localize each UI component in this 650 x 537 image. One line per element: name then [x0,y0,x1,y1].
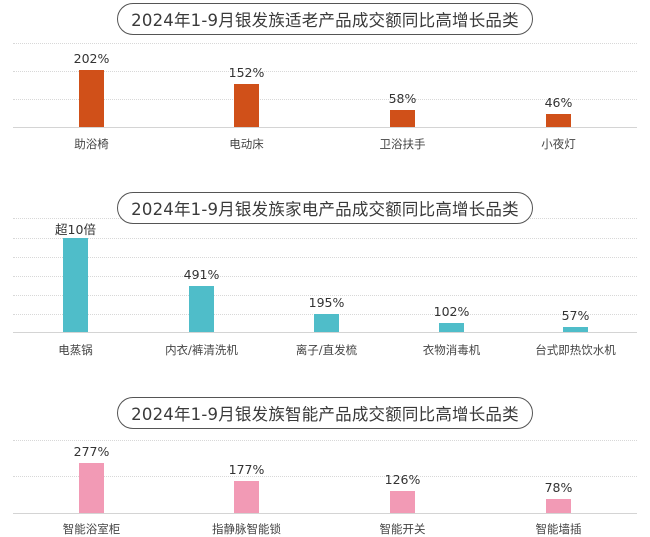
category-label: 电蒸锅 [58,343,93,357]
category-label: 卫浴扶手 [379,137,426,151]
bar [189,286,214,332]
data-label: 58% [388,91,417,106]
chart-title: 2024年1-9月银发族智能产品成交额同比高增长品类 [117,397,533,429]
gridline [13,440,637,441]
data-label: 277% [73,444,110,459]
gridline [13,295,637,296]
category-label: 指静脉智能锁 [212,522,281,536]
category-label: 台式即热饮水机 [535,343,616,357]
data-label: 46% [544,95,573,110]
data-label: 195% [308,295,345,310]
chart-title: 2024年1-9月银发族家电产品成交额同比高增长品类 [117,192,533,224]
category-label: 衣物消毒机 [422,343,481,357]
bar [63,238,88,332]
gridline [13,276,637,277]
data-label: 57% [561,308,590,323]
gridline [13,99,637,100]
category-label: 内衣/裤清洗机 [165,343,238,357]
category-label: 智能墙插 [535,522,582,536]
bar [546,114,571,127]
category-label: 小夜灯 [541,137,576,151]
x-axis-baseline [13,127,637,128]
data-label: 126% [384,472,421,487]
category-label: 电动床 [229,137,264,151]
category-label: 助浴椅 [74,137,109,151]
gridline [13,43,637,44]
bar [563,327,588,332]
x-axis-baseline [13,513,637,514]
gridline [13,257,637,258]
data-label: 78% [544,480,573,495]
category-label: 智能开关 [379,522,426,536]
bar [546,499,571,513]
bar [314,314,339,332]
bar [439,323,464,332]
gridline [13,476,637,477]
x-axis-baseline [13,332,637,333]
data-label: 超10倍 [55,222,96,237]
bar [390,110,415,127]
data-label: 152% [228,65,265,80]
bar [234,481,259,513]
bar [79,463,104,513]
gridline [13,238,637,239]
chart-title: 2024年1-9月银发族适老产品成交额同比高增长品类 [117,3,533,35]
gridline [13,71,637,72]
category-label: 智能浴室柜 [62,522,121,536]
data-label: 491% [183,267,220,282]
data-label: 177% [228,462,265,477]
bar [79,70,104,127]
data-label: 102% [433,304,470,319]
category-label: 离子/直发梳 [295,343,358,357]
bar [234,84,259,127]
data-label: 202% [73,51,110,66]
bar [390,491,415,513]
